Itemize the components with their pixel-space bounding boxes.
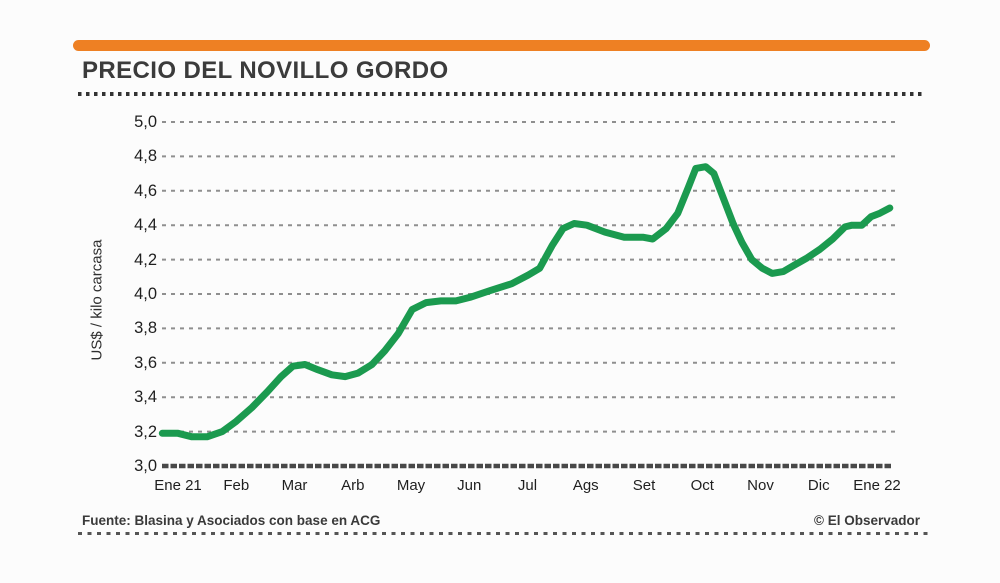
publisher-credit: © El Observador [814,513,920,528]
y-tick-label: 4,2 [134,250,157,269]
title-divider [78,92,926,96]
x-tick-label: Dic [807,477,830,494]
x-tick-label: Arb [341,477,365,494]
x-tick-label: Ags [572,477,599,494]
y-tick-label: 4,0 [134,285,157,303]
y-tick-label: 4,6 [134,181,157,200]
y-tick-label: 3,2 [134,422,157,441]
y-tick-label: 3,8 [134,319,157,338]
source-note: Fuente: Blasina y Asociados con base en … [82,513,381,528]
price-line [158,163,894,441]
x-tick-label: Mar [281,477,308,494]
x-tick-label: Jul [517,477,538,494]
x-tick-label: Oct [690,477,714,494]
y-tick-label: 4,8 [134,147,157,166]
y-tick-label: 5,0 [134,113,157,131]
footer-divider [78,532,930,535]
accent-bar [73,40,930,51]
x-tick-label: Jun [457,477,482,494]
x-tick-label: May [396,477,426,494]
page-title: PRECIO DEL NOVILLO GORDO [82,57,449,84]
x-tick-label: Ene 21 [154,477,202,494]
y-tick-label: 3,4 [134,388,157,407]
x-tick-label: Feb [223,477,250,494]
x-tick-label: Nov [747,477,774,494]
y-tick-label: 3,0 [134,457,157,475]
y-tick-label: 4,4 [134,216,157,235]
x-tick-label: Set [632,477,656,494]
x-tick-label: Ene 22 [853,477,901,494]
y-tick-label: 3,6 [134,353,157,372]
